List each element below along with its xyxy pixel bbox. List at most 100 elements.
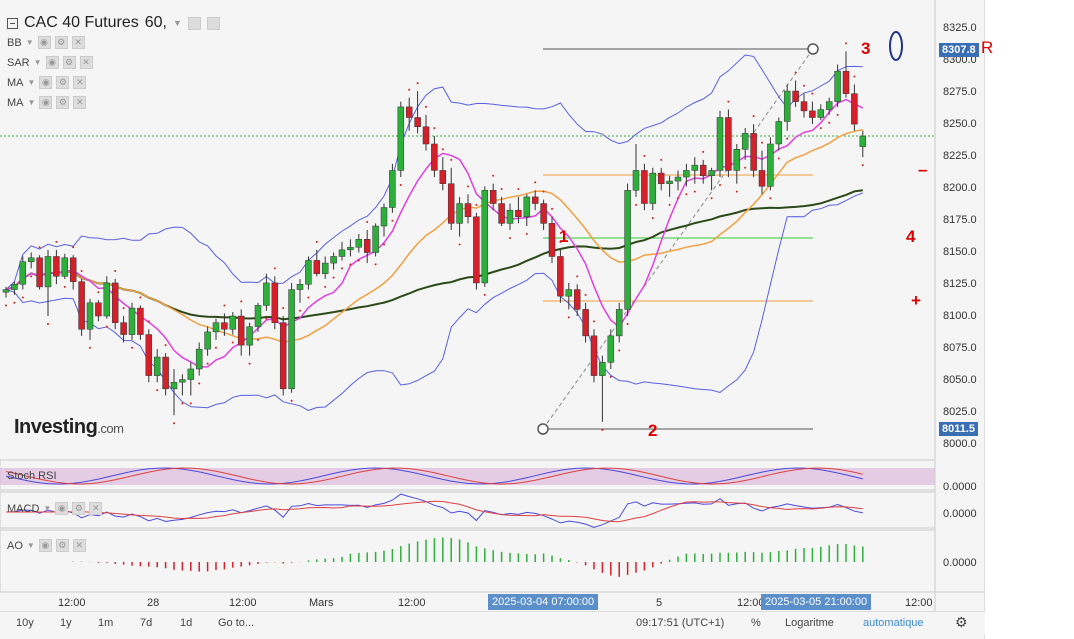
ao-legend[interactable]: AO ▼ ◉ ⚙ ✕ [7, 539, 86, 552]
candle [540, 203, 547, 224]
gear-icon[interactable]: ⚙ [56, 76, 70, 89]
eye-icon[interactable]: ◉ [45, 56, 59, 69]
indicator-ma-2[interactable]: MA ▼ ◉ ⚙ ✕ [7, 96, 87, 109]
auto-toggle[interactable]: automatique [863, 617, 924, 629]
gear-icon[interactable]: ⚙ [55, 539, 69, 552]
ao-label: AO [7, 539, 23, 552]
indicator-sar[interactable]: SAR ▼ ◉ ⚙ ✕ [7, 56, 93, 69]
eye-icon[interactable]: ◉ [39, 76, 53, 89]
range-1m[interactable]: 1m [98, 617, 114, 629]
candle [170, 381, 178, 390]
macd-legend[interactable]: MACD ▼ ◉ ⚙ ✕ [7, 502, 103, 515]
candle [557, 256, 564, 297]
gear-icon[interactable]: ⚙ [54, 36, 68, 49]
gear-icon[interactable] [206, 16, 220, 30]
caret-down-icon[interactable]: ▼ [27, 78, 36, 87]
close-icon[interactable]: ✕ [73, 76, 87, 89]
sar-dot [13, 301, 16, 304]
goto-button[interactable]: Go to... [218, 617, 255, 629]
y-tick: 8075.0 [943, 342, 977, 354]
close-icon[interactable]: ✕ [71, 36, 85, 49]
candle [111, 282, 119, 323]
percent-toggle[interactable]: % [751, 617, 761, 629]
chart-area[interactable]: CAC 40 Futures 60, ▼ BB ▼ ◉ ⚙ ✕ SAR ▼ ◉ ⚙ ✕ MA ▼ ◉ ⚙… [0, 0, 985, 639]
close-icon[interactable]: ✕ [89, 502, 103, 515]
chart-svg [0, 0, 985, 611]
sar-dot [341, 267, 343, 270]
candle [414, 117, 421, 128]
candle [615, 309, 623, 337]
stoch-rsi-legend[interactable]: Stoch RSI [7, 470, 57, 482]
candle [288, 289, 295, 390]
close-icon[interactable]: ✕ [73, 96, 87, 109]
eye-icon[interactable]: ◉ [38, 539, 52, 552]
sar-dot [89, 346, 91, 349]
close-icon[interactable]: ✕ [79, 56, 93, 69]
sar-dot [181, 402, 184, 405]
sar-dot [315, 240, 318, 243]
sar-dot [366, 221, 369, 224]
x-tick: 12:00 [229, 597, 257, 609]
collapse-icon[interactable] [7, 17, 18, 29]
sar-dot [567, 316, 570, 319]
sar-dot [609, 375, 612, 378]
sar-dot [702, 150, 705, 153]
range-1y[interactable]: 1y [60, 617, 72, 629]
sar-dot [425, 105, 427, 108]
candle [330, 256, 337, 264]
sar-dot [861, 164, 864, 167]
candle [607, 335, 615, 363]
candle [95, 302, 102, 317]
sar-dot [836, 113, 839, 116]
ao-value: 0.0000 [943, 557, 977, 569]
caret-down-icon[interactable]: ▼ [33, 58, 42, 67]
sar-dot [593, 320, 595, 323]
sar-dot [660, 158, 663, 161]
gear-icon[interactable]: ⚙ [62, 56, 76, 69]
eye-icon[interactable]: ◉ [39, 96, 53, 109]
sar-dot [542, 190, 545, 193]
candle [464, 203, 472, 218]
caret-down-icon[interactable]: ▼ [25, 38, 34, 47]
indicator-label: SAR [7, 56, 30, 69]
candle [237, 315, 245, 346]
range-1d[interactable]: 1d [180, 617, 193, 629]
candle [19, 261, 27, 285]
sar-dot [391, 219, 394, 222]
sar-dot [492, 174, 495, 177]
sar-dot [509, 236, 511, 239]
candle [775, 121, 783, 145]
eye-icon[interactable]: ◉ [37, 36, 51, 49]
caret-down-icon[interactable]: ▼ [172, 18, 182, 28]
candle [405, 106, 413, 118]
candle [859, 135, 867, 147]
sar-dot [80, 270, 83, 273]
sar-dot [324, 285, 327, 288]
annotation-4: 4 [906, 227, 916, 246]
caret-down-icon[interactable]: ▼ [27, 98, 36, 107]
sar-dot [21, 296, 24, 299]
close-icon[interactable]: ✕ [72, 539, 86, 552]
sar-dot [803, 84, 805, 87]
y-tick: 8100.0 [943, 310, 977, 322]
log-toggle[interactable]: Logaritme [785, 617, 834, 629]
gear-icon[interactable]: ⚙ [955, 614, 968, 630]
sar-dot [215, 346, 217, 349]
sar-dot [441, 148, 444, 151]
candle [137, 307, 144, 335]
eye-icon[interactable]: ◉ [55, 502, 69, 515]
range-7d[interactable]: 7d [140, 617, 153, 629]
low-price-tag: 8011.5 [939, 422, 979, 436]
candle [187, 368, 195, 380]
eye-icon[interactable] [187, 16, 201, 30]
gear-icon[interactable]: ⚙ [56, 96, 70, 109]
caret-down-icon[interactable]: ▼ [26, 541, 35, 550]
candle [590, 335, 598, 376]
caret-down-icon[interactable]: ▼ [43, 504, 52, 513]
indicator-ma-1[interactable]: MA ▼ ◉ ⚙ ✕ [7, 76, 87, 89]
gear-icon[interactable]: ⚙ [72, 502, 86, 515]
sar-dot [240, 300, 243, 303]
indicator-bb[interactable]: BB ▼ ◉ ⚙ ✕ [7, 36, 85, 49]
range-10y[interactable]: 10y [16, 617, 34, 629]
candle [481, 190, 489, 284]
